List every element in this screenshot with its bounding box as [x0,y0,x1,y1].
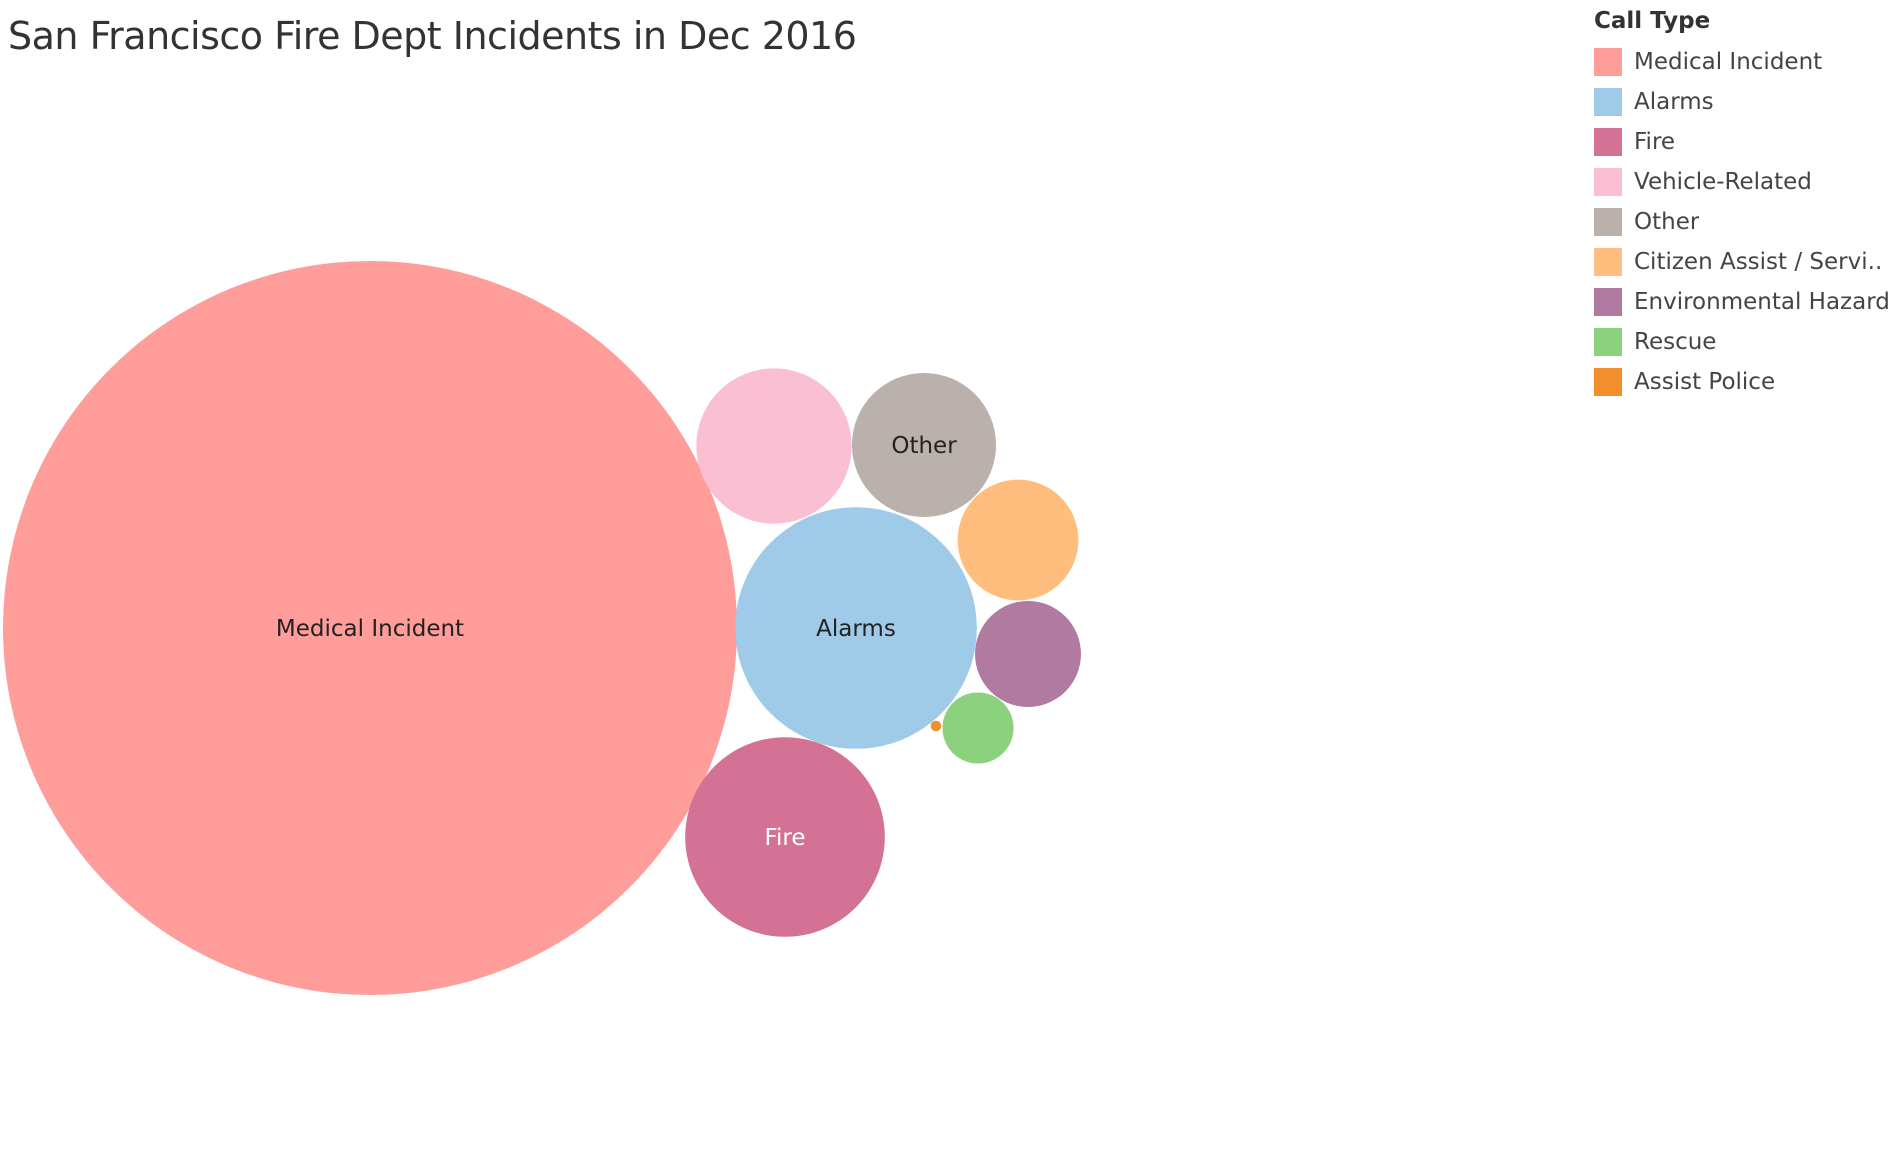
legend-item-medical-incident[interactable]: Medical Incident [1594,42,1888,82]
legend-item-fire[interactable]: Fire [1594,122,1888,162]
legend-swatch [1594,368,1622,396]
chart-title: San Francisco Fire Dept Incidents in Dec… [8,14,857,58]
legend-item-vehicle-related[interactable]: Vehicle-Related [1594,162,1888,202]
legend-swatch [1594,208,1622,236]
legend-swatch [1594,128,1622,156]
bubble-alarms[interactable] [735,507,977,749]
bubble-rescue[interactable] [942,692,1014,764]
legend-label: Rescue [1634,329,1717,355]
bubble-fire[interactable] [685,737,885,937]
bubble-citizen-assist-servi[interactable] [957,479,1079,601]
bubble-medical-incident[interactable] [3,261,737,995]
bubble-other[interactable] [851,372,997,518]
legend-swatch [1594,328,1622,356]
legend-item-rescue[interactable]: Rescue [1594,322,1888,362]
legend-label: Alarms [1634,89,1714,115]
legend-item-assist-police[interactable]: Assist Police [1594,362,1888,402]
legend: Call Type Medical Incident Alarms Fire Vehi… [1594,6,1888,402]
legend-label: Other [1634,209,1700,235]
bubble-environmental-hazard[interactable] [975,601,1081,707]
legend-swatch [1594,288,1622,316]
legend-label: Vehicle-Related [1634,169,1812,195]
legend-items: Medical Incident Alarms Fire Vehicle-Relate… [1594,42,1888,402]
legend-swatch [1594,248,1622,276]
bubble-assist-police[interactable] [930,720,942,732]
bubble-label-other: Other [891,433,957,459]
bubble-label-medical-incident: Medical Incident [276,616,464,642]
bubble-label-alarms: Alarms [816,616,896,642]
legend-label: Environmental Hazard [1634,289,1888,315]
legend-title: Call Type [1594,8,1711,34]
legend-swatch [1594,168,1622,196]
legend-label: Assist Police [1634,369,1776,395]
bubble-vehicle-related[interactable] [696,368,852,524]
legend-swatch [1594,88,1622,116]
legend-item-other[interactable]: Other [1594,202,1888,242]
bubble-label-fire: Fire [764,825,805,851]
legend-label: Citizen Assist / Servi.. [1634,249,1883,275]
legend-label: Fire [1634,129,1676,155]
legend-label: Medical Incident [1634,49,1823,75]
legend-item-citizen-assist-servi[interactable]: Citizen Assist / Servi.. [1594,242,1888,282]
legend-swatch [1594,48,1622,76]
legend-item-environmental-hazard[interactable]: Environmental Hazard [1594,282,1888,322]
legend-item-alarms[interactable]: Alarms [1594,82,1888,122]
